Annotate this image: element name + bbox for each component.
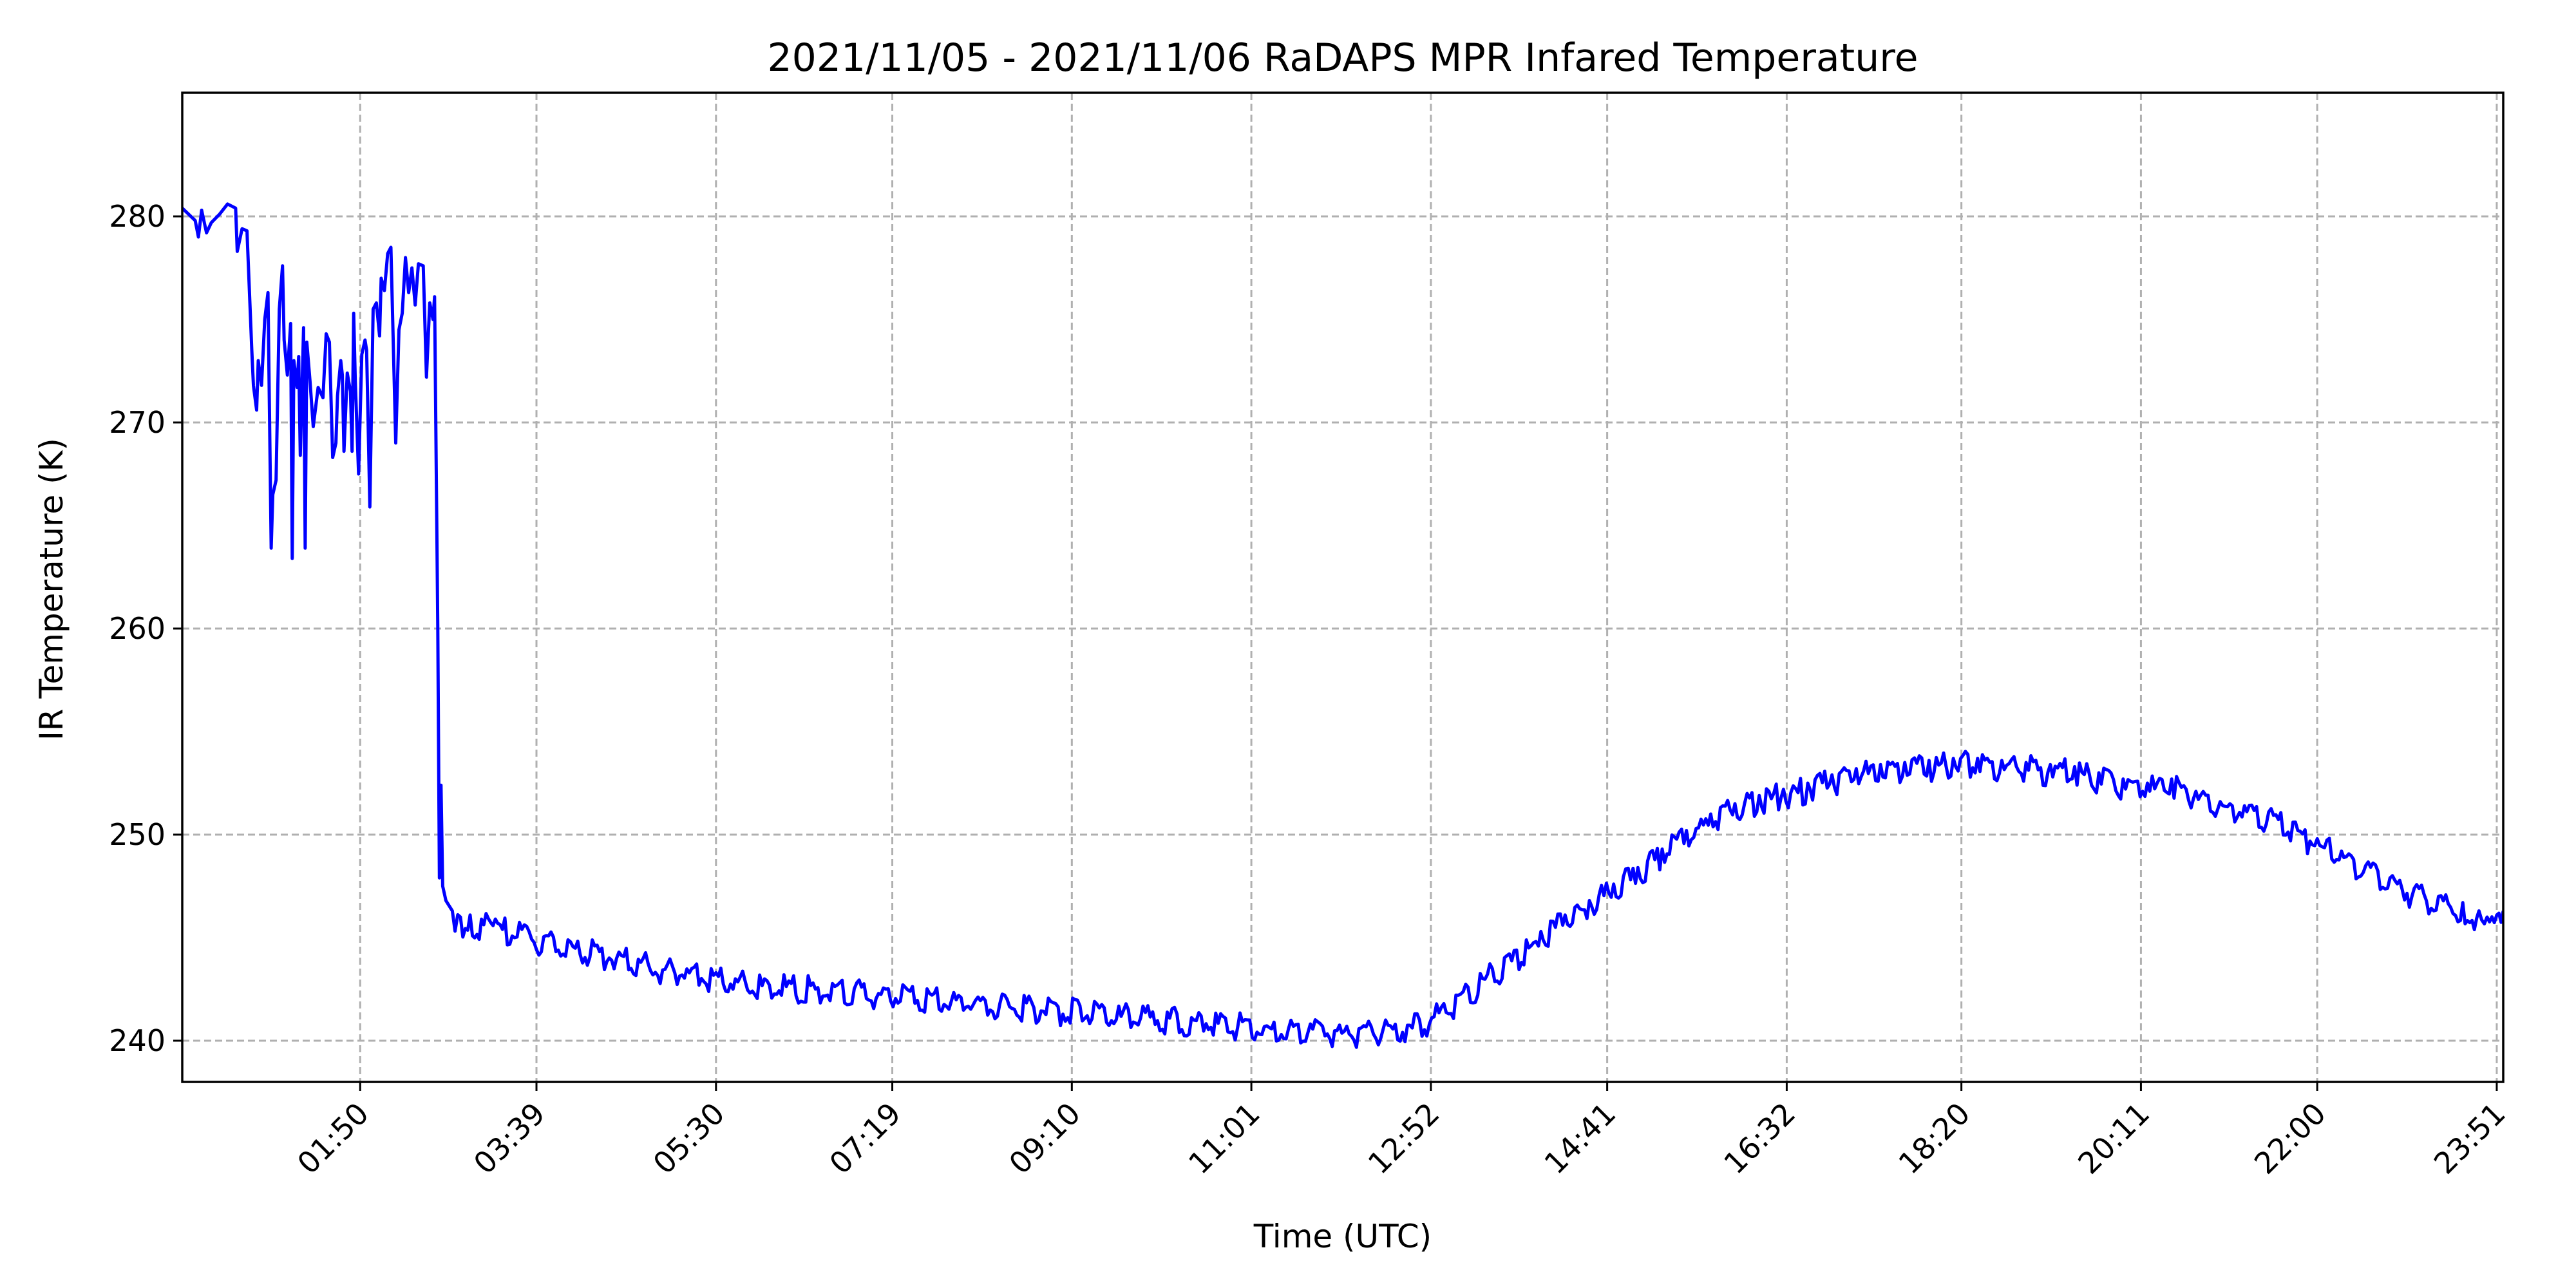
- y-tick-label: 240: [109, 1023, 166, 1058]
- chart-title: 2021/11/05 - 2021/11/06 RaDAPS MPR Infar…: [768, 35, 1918, 80]
- y-axis-label: IR Temperature (K): [33, 438, 70, 741]
- y-tick-label: 280: [109, 199, 166, 234]
- y-tick-label: 270: [109, 405, 166, 440]
- y-tick-label: 250: [109, 817, 166, 852]
- grid-lines: [182, 93, 2503, 1082]
- y-tick-label: 260: [109, 611, 166, 646]
- x-axis-label: Time (UTC): [1253, 1218, 1432, 1255]
- series-line: [182, 202, 2503, 1049]
- plot-frame: [181, 91, 2505, 1083]
- series-layer: [182, 202, 2503, 1049]
